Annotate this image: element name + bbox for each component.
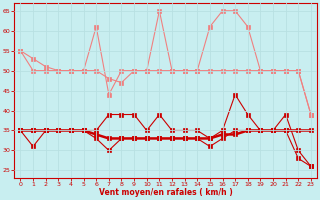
X-axis label: Vent moyen/en rafales ( km/h ): Vent moyen/en rafales ( km/h ) (99, 188, 233, 197)
